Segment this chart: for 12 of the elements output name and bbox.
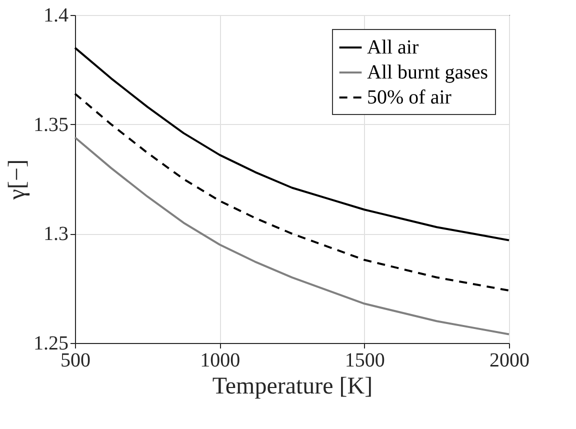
legend-label: All air xyxy=(367,36,419,58)
x-axis-title: Temperature [K] xyxy=(212,374,373,400)
x-tick-label: 2000 xyxy=(490,350,530,372)
x-tick-label: 1500 xyxy=(344,350,385,372)
x-tick-label: 1000 xyxy=(200,350,240,372)
y-tick-label: 1.3 xyxy=(44,223,68,246)
y-tick-label: 1.4 xyxy=(44,4,68,26)
y-axis-title: γ[−] xyxy=(4,159,30,201)
y-tick-label: 1.35 xyxy=(34,114,68,136)
legend-label: 50% of air xyxy=(367,86,452,108)
line-series xyxy=(74,136,510,336)
legend-label: All burnt gases xyxy=(367,62,488,84)
